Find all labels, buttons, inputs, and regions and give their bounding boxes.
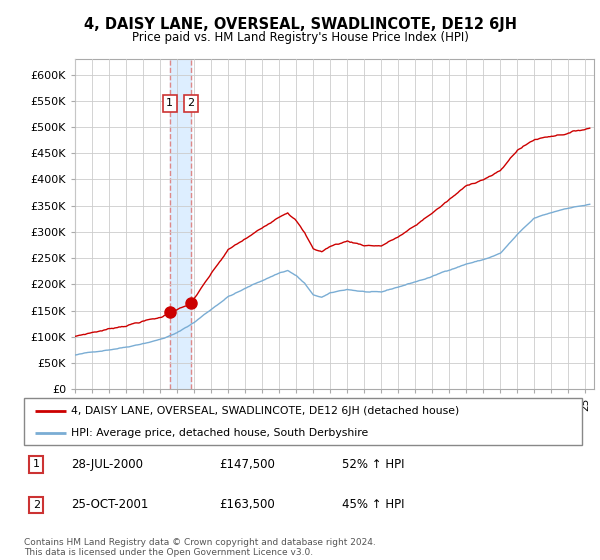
Text: £147,500: £147,500 xyxy=(220,458,275,471)
Text: 4, DAISY LANE, OVERSEAL, SWADLINCOTE, DE12 6JH (detached house): 4, DAISY LANE, OVERSEAL, SWADLINCOTE, DE… xyxy=(71,406,460,416)
Text: Price paid vs. HM Land Registry's House Price Index (HPI): Price paid vs. HM Land Registry's House … xyxy=(131,31,469,44)
Bar xyxy=(170,59,191,389)
Text: £163,500: £163,500 xyxy=(220,498,275,511)
Text: 52% ↑ HPI: 52% ↑ HPI xyxy=(342,458,404,471)
Text: 1: 1 xyxy=(166,99,173,109)
FancyBboxPatch shape xyxy=(24,398,582,445)
Text: 45% ↑ HPI: 45% ↑ HPI xyxy=(342,498,404,511)
Text: 28-JUL-2000: 28-JUL-2000 xyxy=(71,458,143,471)
Text: 1: 1 xyxy=(33,459,40,469)
Text: HPI: Average price, detached house, South Derbyshire: HPI: Average price, detached house, Sout… xyxy=(71,428,368,438)
Text: 2: 2 xyxy=(187,99,194,109)
Text: 2: 2 xyxy=(33,500,40,510)
Text: Contains HM Land Registry data © Crown copyright and database right 2024.
This d: Contains HM Land Registry data © Crown c… xyxy=(24,538,376,557)
Text: 25-OCT-2001: 25-OCT-2001 xyxy=(71,498,149,511)
Text: 4, DAISY LANE, OVERSEAL, SWADLINCOTE, DE12 6JH: 4, DAISY LANE, OVERSEAL, SWADLINCOTE, DE… xyxy=(83,17,517,32)
